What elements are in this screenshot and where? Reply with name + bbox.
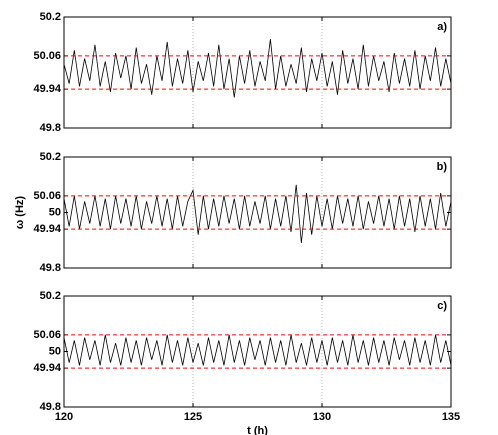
panel-label: b) [437, 161, 448, 173]
y-tick-label: 50.2 [40, 290, 61, 302]
y-tick-label: 50.2 [40, 11, 61, 23]
x-axis-label: t (h) [247, 425, 268, 435]
y-tick-label: 49.8 [40, 262, 61, 274]
x-tick-label: 125 [184, 411, 202, 423]
y-axis-label: ω (Hz) [14, 196, 26, 229]
y-tick-label: 49.8 [40, 122, 61, 134]
data-line [63, 334, 452, 366]
y-tick-label: 50.2 [40, 151, 61, 163]
y-tick-label: 50.06 [33, 190, 61, 202]
x-tick-label: 120 [55, 411, 73, 423]
y-tick-label: 49.94 [33, 223, 61, 235]
y-tick-label: 50.06 [33, 329, 61, 341]
y-tick-label: 49.8 [40, 401, 61, 413]
plot-border [63, 16, 452, 129]
x-tick-label: 130 [313, 411, 331, 423]
x-tick-label: 135 [442, 411, 460, 423]
y-tick-label: 49.94 [33, 362, 61, 374]
y-tick-label: 50 [49, 206, 61, 218]
plot-border [63, 156, 452, 269]
plot-border [63, 295, 452, 408]
panel-label: c) [437, 300, 447, 312]
y-tick-label: 50.06 [33, 50, 61, 62]
data-line [63, 184, 452, 244]
y-tick-label: 49.94 [33, 83, 61, 95]
panel-label: a) [437, 21, 447, 33]
y-tick-label: 50 [49, 345, 61, 357]
data-line [63, 39, 452, 98]
